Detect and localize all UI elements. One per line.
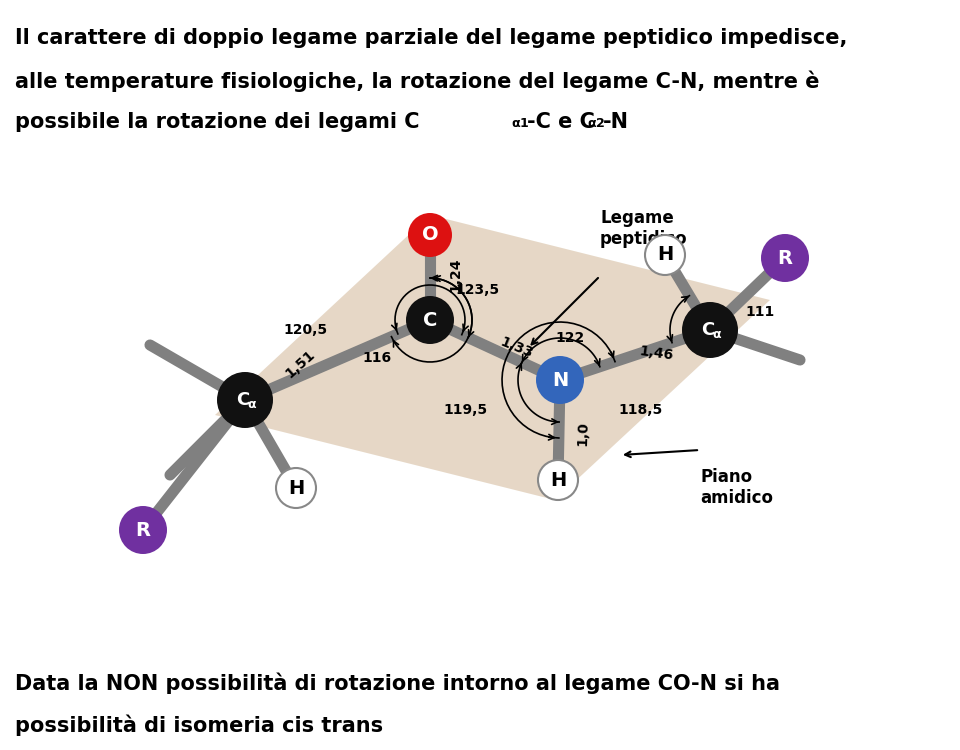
Text: 119,5: 119,5 xyxy=(444,403,488,417)
Text: -N: -N xyxy=(603,112,629,132)
Text: -C e C: -C e C xyxy=(527,112,595,132)
Text: C: C xyxy=(702,321,714,339)
Circle shape xyxy=(408,213,452,257)
Circle shape xyxy=(538,460,578,500)
Text: H: H xyxy=(657,245,673,265)
Circle shape xyxy=(276,468,316,508)
Circle shape xyxy=(761,234,809,282)
Text: α: α xyxy=(248,398,256,412)
Text: C: C xyxy=(422,310,437,329)
Circle shape xyxy=(536,356,584,404)
Circle shape xyxy=(119,506,167,554)
Text: 120,5: 120,5 xyxy=(284,323,328,337)
Text: 123,5: 123,5 xyxy=(455,283,499,297)
Text: H: H xyxy=(288,478,304,497)
Text: possibile la rotazione dei legami C: possibile la rotazione dei legami C xyxy=(15,112,420,132)
Circle shape xyxy=(406,296,454,344)
Text: alle temperature fisiologiche, la rotazione del legame C-N, mentre è: alle temperature fisiologiche, la rotazi… xyxy=(15,70,820,92)
Text: 118,5: 118,5 xyxy=(618,403,662,417)
Text: 111: 111 xyxy=(745,305,775,319)
Text: 1,24: 1,24 xyxy=(448,258,462,292)
Text: α: α xyxy=(712,328,721,341)
Text: Legame
peptidico: Legame peptidico xyxy=(600,209,687,248)
Text: $_{\mathregular{\alpha1}}$: $_{\mathregular{\alpha1}}$ xyxy=(511,112,530,130)
Text: $_{\mathregular{\alpha2}}$: $_{\mathregular{\alpha2}}$ xyxy=(587,112,606,130)
Circle shape xyxy=(217,372,273,428)
Text: R: R xyxy=(135,520,151,539)
Polygon shape xyxy=(215,215,770,500)
Text: H: H xyxy=(550,470,566,490)
Text: O: O xyxy=(421,226,439,245)
Text: 1,46: 1,46 xyxy=(638,344,674,362)
Text: 116: 116 xyxy=(363,351,392,365)
Text: C: C xyxy=(236,391,250,409)
Text: Piano
amidico: Piano amidico xyxy=(700,468,773,507)
Text: 122: 122 xyxy=(555,331,585,345)
Text: R: R xyxy=(778,248,793,268)
Circle shape xyxy=(645,235,685,275)
Text: 1,51: 1,51 xyxy=(283,347,318,381)
Text: 1,0: 1,0 xyxy=(575,421,589,446)
Text: N: N xyxy=(552,370,568,389)
Text: Data la NON possibilità di rotazione intorno al legame CO-N si ha: Data la NON possibilità di rotazione int… xyxy=(15,673,780,694)
Text: Il carattere di doppio legame parziale del legame peptidico impedisce,: Il carattere di doppio legame parziale d… xyxy=(15,28,848,48)
Circle shape xyxy=(682,302,738,358)
Text: 1,33: 1,33 xyxy=(498,335,535,361)
Text: possibilità di isomeria cis trans: possibilità di isomeria cis trans xyxy=(15,715,383,736)
